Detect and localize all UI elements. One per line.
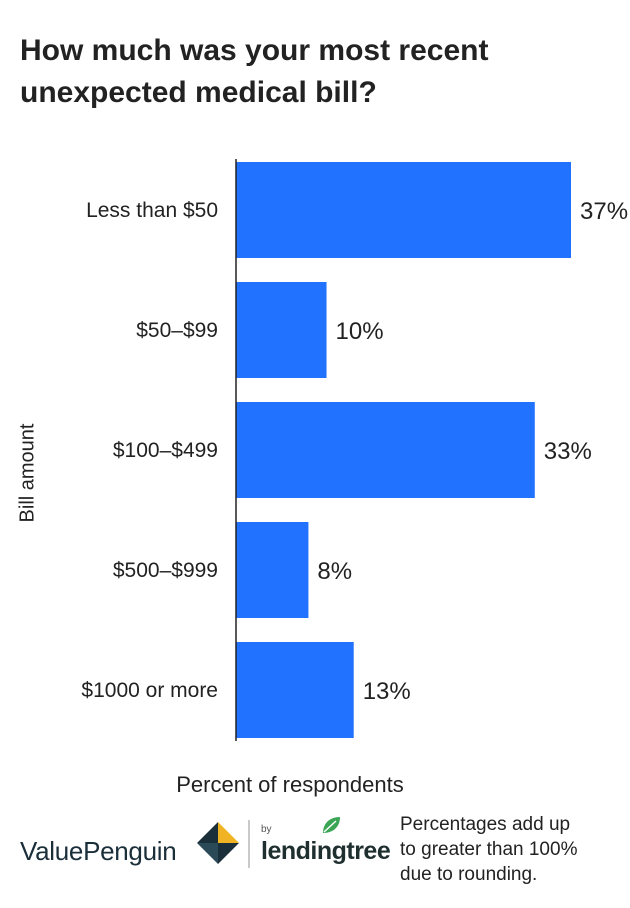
bar-chart: Less than $50 37% $50–$99 10% $100–$499 33% $5… [81,159,628,741]
bar-2 [236,402,535,498]
category-label-4: $1000 or more [81,679,218,702]
footer: ValuePenguin by lendingtree Percentages … [20,808,620,898]
valuepenguin-logo-icon [197,822,239,864]
value-label-0: 37% [580,198,628,225]
footnote-line-1: Percentages add up [400,814,571,835]
footnote-line-2: to greater than 100% [400,839,578,860]
brand-by: by [261,824,272,835]
brand-divider [248,820,250,868]
chart-title-line-1: How much was your most recent [20,34,489,67]
value-label-1: 10% [336,318,384,345]
lendingtree-leaf-icon [323,817,340,833]
bar-3 [236,522,309,618]
bar-4 [236,642,354,738]
value-label-2: 33% [544,438,592,465]
chart-title: How much was your most recent unexpected… [20,30,600,114]
value-label-4: 13% [363,678,411,705]
x-axis-label-wrap: Percent of respondents [0,772,630,798]
value-label-3: 8% [317,558,352,585]
category-label-2: $100–$499 [113,439,218,462]
lendingtree-brand: lendingtree [261,837,391,865]
footnote-line-3: due to rounding. [400,864,538,885]
bar-0 [236,162,571,258]
valuepenguin-brand: ValuePenguin [20,836,177,866]
category-label-3: $500–$999 [113,559,218,582]
category-label-1: $50–$99 [136,319,218,342]
bar-1 [236,282,327,378]
y-axis-label: Bill amount [16,423,39,523]
x-axis-label: Percent of respondents [176,772,404,797]
chart-title-line-2: unexpected medical bill? [20,76,377,109]
category-label-0: Less than $50 [86,199,218,222]
footnote: Percentages add up to greater than 100% … [400,812,620,887]
